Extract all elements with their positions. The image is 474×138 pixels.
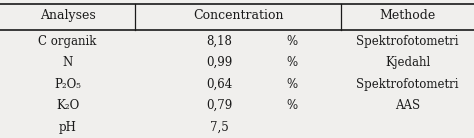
Text: 0,79: 0,79 [206, 99, 232, 112]
Text: K₂O: K₂O [56, 99, 79, 112]
Text: N: N [63, 56, 73, 69]
Text: Spektrofotometri: Spektrofotometri [356, 78, 459, 91]
Text: AAS: AAS [395, 99, 420, 112]
Text: Analyses: Analyses [40, 9, 95, 22]
Text: C organik: C organik [38, 35, 97, 48]
Text: Concentration: Concentration [193, 9, 283, 22]
Text: pH: pH [59, 121, 76, 134]
Text: %: % [286, 56, 297, 69]
Text: %: % [286, 99, 297, 112]
Text: 7,5: 7,5 [210, 121, 228, 134]
Text: Kjedahl: Kjedahl [385, 56, 430, 69]
Text: 8,18: 8,18 [206, 35, 232, 48]
Text: 0,99: 0,99 [206, 56, 232, 69]
Text: Spektrofotometri: Spektrofotometri [356, 35, 459, 48]
Text: Methode: Methode [380, 9, 436, 22]
Text: P₂O₅: P₂O₅ [54, 78, 81, 91]
Text: %: % [286, 35, 297, 48]
Text: %: % [286, 78, 297, 91]
Text: 0,64: 0,64 [206, 78, 232, 91]
